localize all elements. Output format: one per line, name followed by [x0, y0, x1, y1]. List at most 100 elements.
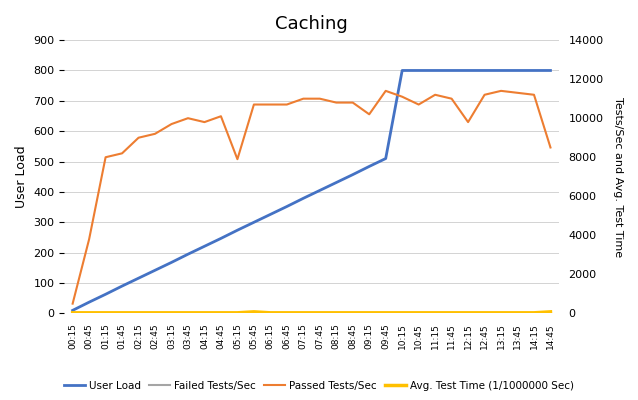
User Load	[366, 164, 373, 169]
Passed Tests/Sec	[497, 88, 505, 93]
Avg. Test Time (1/1000000 Sec)	[349, 310, 357, 315]
User Load	[283, 204, 291, 209]
Line: Passed Tests/Sec: Passed Tests/Sec	[73, 91, 551, 304]
Passed Tests/Sec	[316, 96, 323, 101]
Passed Tests/Sec	[168, 122, 175, 126]
Failed Tests/Sec	[398, 311, 406, 316]
User Load	[135, 276, 142, 280]
Passed Tests/Sec	[448, 96, 456, 101]
Failed Tests/Sec	[267, 311, 274, 316]
Failed Tests/Sec	[497, 311, 505, 316]
Avg. Test Time (1/1000000 Sec)	[85, 310, 93, 315]
User Load	[464, 68, 472, 73]
Avg. Test Time (1/1000000 Sec)	[184, 310, 192, 315]
Passed Tests/Sec	[217, 114, 225, 119]
User Load	[398, 68, 406, 73]
Failed Tests/Sec	[200, 311, 208, 316]
Failed Tests/Sec	[102, 311, 110, 316]
User Load	[448, 68, 456, 73]
Failed Tests/Sec	[250, 311, 258, 316]
Passed Tests/Sec	[464, 120, 472, 124]
Passed Tests/Sec	[481, 92, 489, 97]
Avg. Test Time (1/1000000 Sec)	[366, 310, 373, 315]
User Load	[547, 68, 554, 73]
Avg. Test Time (1/1000000 Sec)	[448, 310, 456, 315]
Failed Tests/Sec	[316, 311, 323, 316]
User Load	[69, 308, 77, 313]
Passed Tests/Sec	[349, 100, 357, 105]
Avg. Test Time (1/1000000 Sec)	[217, 310, 225, 315]
Passed Tests/Sec	[415, 102, 422, 107]
Passed Tests/Sec	[514, 90, 521, 95]
Failed Tests/Sec	[118, 311, 126, 316]
Failed Tests/Sec	[184, 311, 192, 316]
Avg. Test Time (1/1000000 Sec)	[283, 310, 291, 315]
User Load	[316, 188, 323, 193]
Avg. Test Time (1/1000000 Sec)	[135, 310, 142, 315]
Passed Tests/Sec	[283, 102, 291, 107]
Passed Tests/Sec	[431, 92, 439, 97]
Failed Tests/Sec	[283, 311, 291, 316]
Avg. Test Time (1/1000000 Sec)	[102, 310, 110, 315]
Avg. Test Time (1/1000000 Sec)	[530, 310, 538, 315]
Passed Tests/Sec	[250, 102, 258, 107]
Passed Tests/Sec	[382, 88, 390, 93]
Failed Tests/Sec	[151, 311, 159, 316]
Passed Tests/Sec	[184, 116, 192, 120]
Passed Tests/Sec	[151, 132, 159, 136]
Failed Tests/Sec	[332, 311, 340, 316]
User Load	[200, 244, 208, 249]
Failed Tests/Sec	[382, 311, 390, 316]
User Load	[168, 260, 175, 265]
Title: Caching: Caching	[275, 15, 348, 33]
User Load	[250, 220, 258, 225]
Avg. Test Time (1/1000000 Sec)	[398, 310, 406, 315]
Avg. Test Time (1/1000000 Sec)	[151, 310, 159, 315]
Failed Tests/Sec	[234, 311, 241, 316]
Avg. Test Time (1/1000000 Sec)	[431, 310, 439, 315]
Failed Tests/Sec	[448, 311, 456, 316]
Passed Tests/Sec	[85, 237, 93, 242]
Avg. Test Time (1/1000000 Sec)	[69, 310, 77, 315]
Avg. Test Time (1/1000000 Sec)	[332, 310, 340, 315]
Passed Tests/Sec	[299, 96, 307, 101]
Avg. Test Time (1/1000000 Sec)	[234, 310, 241, 315]
Avg. Test Time (1/1000000 Sec)	[497, 310, 505, 315]
Y-axis label: Tests/Sec and Avg. Test Time: Tests/Sec and Avg. Test Time	[613, 97, 623, 257]
Avg. Test Time (1/1000000 Sec)	[299, 310, 307, 315]
Passed Tests/Sec	[267, 102, 274, 107]
Line: User Load: User Load	[73, 70, 551, 310]
Failed Tests/Sec	[464, 311, 472, 316]
Failed Tests/Sec	[69, 311, 77, 316]
User Load	[234, 228, 241, 233]
Passed Tests/Sec	[200, 120, 208, 124]
User Load	[267, 212, 274, 217]
Avg. Test Time (1/1000000 Sec)	[464, 310, 472, 315]
User Load	[102, 292, 110, 297]
Avg. Test Time (1/1000000 Sec)	[168, 310, 175, 315]
User Load	[85, 300, 93, 304]
User Load	[530, 68, 538, 73]
User Load	[415, 68, 422, 73]
Avg. Test Time (1/1000000 Sec)	[481, 310, 489, 315]
Avg. Test Time (1/1000000 Sec)	[382, 310, 390, 315]
Passed Tests/Sec	[547, 145, 554, 150]
Failed Tests/Sec	[530, 311, 538, 316]
Passed Tests/Sec	[398, 94, 406, 99]
Passed Tests/Sec	[118, 151, 126, 156]
Passed Tests/Sec	[102, 155, 110, 160]
Failed Tests/Sec	[349, 311, 357, 316]
Passed Tests/Sec	[366, 112, 373, 117]
User Load	[299, 196, 307, 201]
Failed Tests/Sec	[481, 311, 489, 316]
Passed Tests/Sec	[332, 100, 340, 105]
User Load	[118, 284, 126, 288]
Avg. Test Time (1/1000000 Sec)	[267, 310, 274, 315]
Failed Tests/Sec	[431, 311, 439, 316]
Avg. Test Time (1/1000000 Sec)	[316, 310, 323, 315]
User Load	[332, 180, 340, 185]
Failed Tests/Sec	[85, 311, 93, 316]
User Load	[497, 68, 505, 73]
User Load	[217, 236, 225, 241]
Avg. Test Time (1/1000000 Sec)	[514, 310, 521, 315]
